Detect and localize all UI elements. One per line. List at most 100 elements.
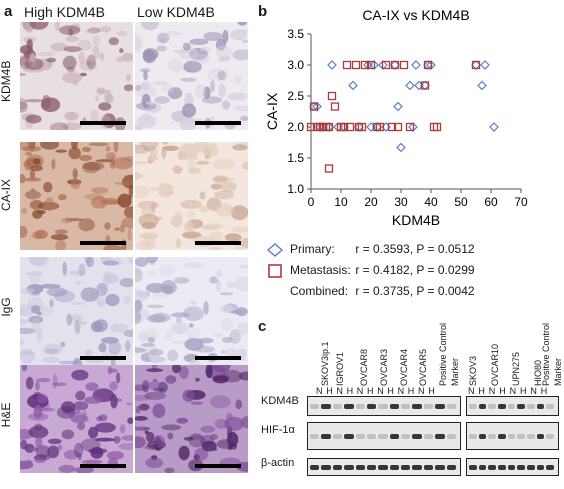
histology-tile (135, 257, 248, 365)
nh-label: N (509, 386, 517, 396)
primary-point (477, 80, 487, 91)
histology-tile (20, 142, 133, 250)
nh-label: H (407, 386, 415, 396)
blot-band (310, 464, 320, 470)
western-blot-strip (466, 422, 559, 450)
column-header-low: Low KDM4B (137, 4, 215, 20)
blot-band (412, 464, 422, 470)
metastasis-point (306, 122, 316, 132)
lane-label: Marker (450, 357, 460, 386)
metastasis-point (432, 122, 442, 132)
blot-band (446, 433, 456, 439)
nh-label: H (428, 386, 435, 396)
lane-label: OVCAR5 (418, 348, 428, 386)
row-label-igg: IgG (0, 297, 13, 317)
blot-row-label: β-actin (261, 457, 295, 469)
nh-label: N (488, 386, 496, 396)
blot-band (517, 464, 525, 470)
blot-band (527, 403, 535, 409)
blot-band (344, 433, 354, 439)
scale-bar (195, 356, 241, 360)
metastasis-point (351, 60, 361, 70)
lane-label: UPN275 (511, 351, 521, 386)
lane-label: OVCAR4 (399, 348, 409, 386)
row-label-he: H&E (0, 402, 13, 428)
x-tick-label: 10 (334, 195, 348, 209)
metastasis-point (405, 122, 415, 132)
blot-band (332, 433, 343, 439)
blot-band (446, 464, 456, 470)
blot-band (378, 403, 388, 409)
blot-band (366, 403, 377, 409)
blot-band (389, 403, 400, 409)
metastasis-point (381, 60, 391, 70)
blot-band (423, 433, 434, 439)
nh-label: N (356, 386, 364, 396)
metastasis-point (339, 122, 349, 132)
metastasis-point (387, 122, 397, 132)
diamond-marker-icon (266, 242, 284, 257)
blot-band (412, 403, 422, 409)
blot-band (507, 433, 516, 439)
nh-label: N (336, 386, 343, 396)
lane-label: SKOV3ip.1 (320, 341, 330, 386)
blot-band (401, 403, 411, 409)
lane-label: Marker (553, 357, 563, 386)
blot-band (507, 464, 516, 470)
metastasis-point (375, 122, 385, 132)
legend-stat: r = 0.3735, P = 0.0042 (352, 284, 475, 298)
scatter-chart: CA-IX vs KDM4B 1.0 1.5 2.0 2.5 3.0 3.5 0 10 20 30 4… (264, 7, 528, 228)
blot-band (478, 464, 487, 470)
primary-point (348, 80, 358, 91)
blot-band (389, 433, 400, 439)
western-blot-strip (307, 396, 461, 416)
panel-b-letter: b (258, 3, 268, 20)
scale-bar (195, 121, 241, 125)
blot-band (321, 464, 331, 470)
nh-label: N (530, 386, 537, 396)
nh-label: H (367, 386, 374, 396)
nh-label: N (418, 386, 425, 396)
blank-marker-icon (266, 285, 284, 299)
metastasis-point (357, 122, 367, 132)
primary-point (480, 60, 490, 70)
row-label-caix: CA-IX (0, 179, 13, 212)
lane-label: IGROV1 (335, 351, 345, 386)
metastasis-point (324, 164, 334, 173)
primary-point (327, 60, 337, 70)
row-label-kdm4b: KDM4B (0, 60, 13, 102)
histology-tile (20, 22, 133, 130)
x-tick-label: 60 (484, 195, 498, 209)
legend-label: Metastasis: (290, 263, 351, 277)
x-tick-label: 70 (514, 195, 528, 209)
blot-band (378, 464, 388, 470)
blot-band (389, 464, 400, 470)
nh-label: H (540, 386, 548, 396)
blot-band (378, 433, 388, 439)
blot-band (546, 403, 554, 409)
primary-point (405, 80, 415, 91)
blot-band (435, 464, 445, 470)
metastasis-point (330, 102, 340, 111)
blot-band (488, 433, 496, 439)
metastasis-point (327, 91, 337, 101)
blot-band (498, 433, 506, 439)
scale-bar (195, 241, 241, 245)
blot-band (507, 403, 516, 409)
lane-label: OVCAR10 (490, 343, 500, 386)
nh-label: H (387, 386, 394, 396)
x-tick-label: 40 (424, 195, 438, 209)
y-tick-label: 3.5 (287, 27, 304, 41)
blot-band (536, 403, 545, 409)
metastasis-point (345, 122, 355, 132)
metastasis-point (309, 102, 319, 111)
blot-band (498, 403, 506, 409)
y-tick-label: 1.0 (287, 182, 304, 196)
metastasis-point (471, 60, 481, 70)
western-blot-strip (307, 422, 461, 450)
y-tick-label: 2.5 (287, 89, 304, 103)
nh-label: N (397, 386, 405, 396)
metastasis-point (399, 60, 409, 70)
blot-band (344, 403, 354, 409)
x-tick-label: 50 (454, 195, 468, 209)
